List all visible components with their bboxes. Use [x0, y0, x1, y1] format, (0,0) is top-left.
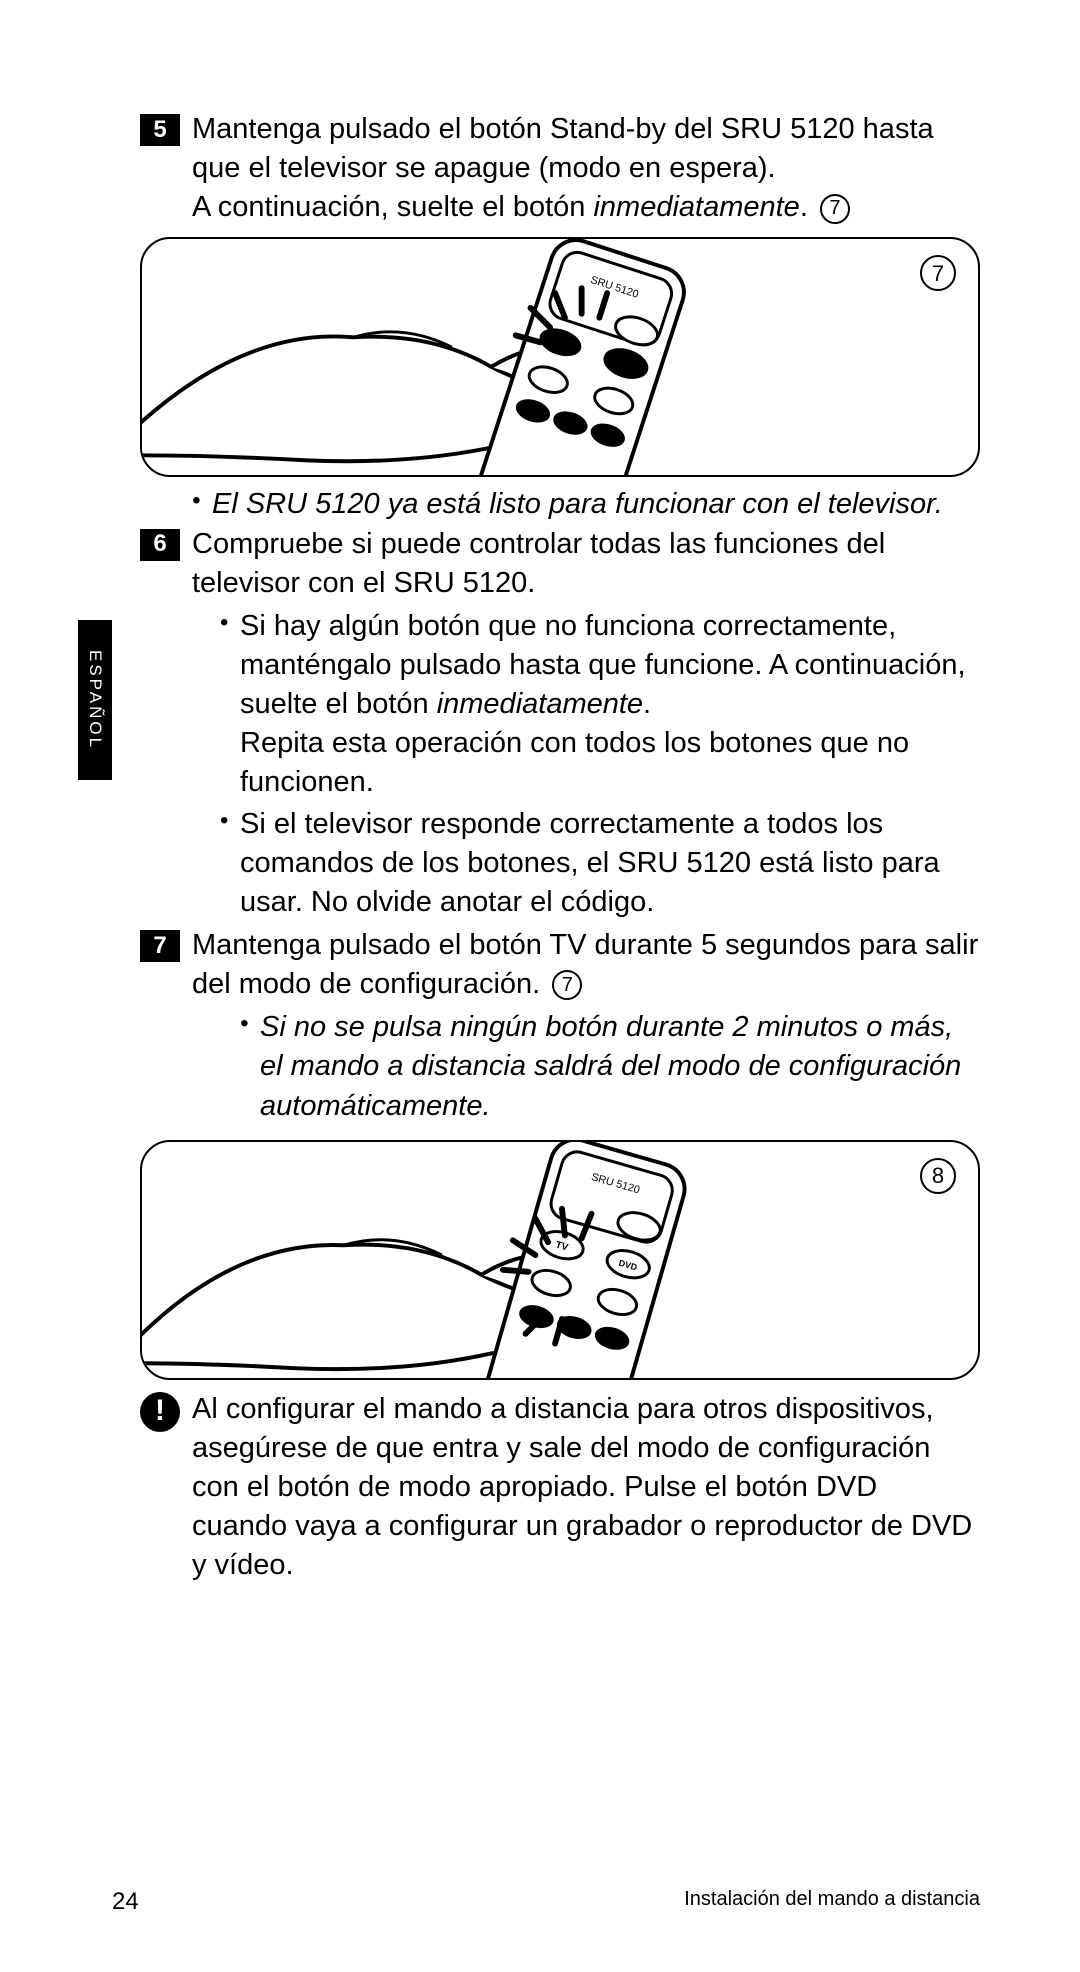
post-fig1-bullet: • El SRU 5120 ya está listo para funcion…	[140, 485, 980, 524]
step7-sub-text: Si no se pulsa ningún botón durante 2 mi…	[260, 1008, 980, 1125]
language-tab: ESPAÑOL	[78, 620, 112, 780]
info-icon: !	[140, 1392, 180, 1432]
step6-b1-body: Si hay algún botón que no funciona corre…	[240, 607, 980, 803]
figure-ref-7a: 7	[820, 194, 850, 224]
info-text: Al configurar el mando a distancia para …	[192, 1390, 980, 1586]
step5-text2b: inmediatamente	[593, 191, 799, 223]
step5-text2a: A continuación, suelte el botón	[192, 191, 593, 223]
step-7: 7 Mantenga pulsado el botón TV durante 5…	[140, 926, 980, 1004]
figure-7: 7 SRU 5120	[140, 237, 980, 477]
figure-badge-8: 8	[920, 1158, 956, 1194]
step6-bullet1: • Si hay algún botón que no funciona cor…	[140, 607, 980, 803]
post-fig1-text: El SRU 5120 ya está listo para funcionar…	[212, 485, 980, 524]
language-label: ESPAÑOL	[85, 650, 105, 750]
step-number-6: 6	[140, 529, 180, 561]
bullet-dot: •	[192, 485, 212, 516]
manual-page: ESPAÑOL 5 Mantenga pulsado el botón Stan…	[0, 0, 1080, 1972]
figure-ref-7b: 7	[552, 970, 582, 1000]
step6-bullet2: • Si el televisor responde correctamente…	[140, 805, 980, 922]
content-area: 5 Mantenga pulsado el botón Stand-by del…	[140, 110, 980, 1585]
step-5-body: Mantenga pulsado el botón Stand-by del S…	[192, 110, 980, 227]
step7-text: Mantenga pulsado el botón TV durante 5 s…	[192, 929, 978, 1000]
step5-text1: Mantenga pulsado el botón Stand-by del S…	[192, 113, 934, 184]
step7-sub: • Si no se pulsa ningún botón durante 2 …	[140, 1008, 980, 1125]
page-number: 24	[112, 1888, 139, 1916]
step6-b1b: inmediatamente	[437, 688, 643, 720]
figure-8: 8 SRU 5120 TV DVD	[140, 1140, 980, 1380]
step-number-5: 5	[140, 114, 180, 146]
step-7-body: Mantenga pulsado el botón TV durante 5 s…	[192, 926, 980, 1004]
step-6-body: Compruebe si puede controlar todas las f…	[192, 525, 980, 603]
illustration-hand-remote-1: SRU 5120	[142, 239, 978, 475]
step6-b1c: .	[643, 688, 651, 720]
step6-b1-line2: Repita esta operación con todos los boto…	[240, 727, 909, 798]
step-number-7: 7	[140, 930, 180, 962]
step6-text: Compruebe si puede controlar todas las f…	[192, 528, 885, 599]
step-5: 5 Mantenga pulsado el botón Stand-by del…	[140, 110, 980, 227]
step-6: 6 Compruebe si puede controlar todas las…	[140, 525, 980, 603]
footer-section: Instalación del mando a distancia	[684, 1888, 980, 1916]
illustration-hand-remote-2: SRU 5120 TV DVD	[142, 1142, 978, 1378]
bullet-dot: •	[240, 1008, 260, 1039]
step5-text2c: .	[800, 191, 816, 223]
page-footer: 24 Instalación del mando a distancia	[112, 1888, 980, 1916]
info-note: ! Al configurar el mando a distancia par…	[140, 1390, 980, 1586]
bullet-dot: •	[220, 805, 240, 836]
step6-b2-body: Si el televisor responde correctamente a…	[240, 805, 980, 922]
bullet-dot: •	[220, 607, 240, 638]
